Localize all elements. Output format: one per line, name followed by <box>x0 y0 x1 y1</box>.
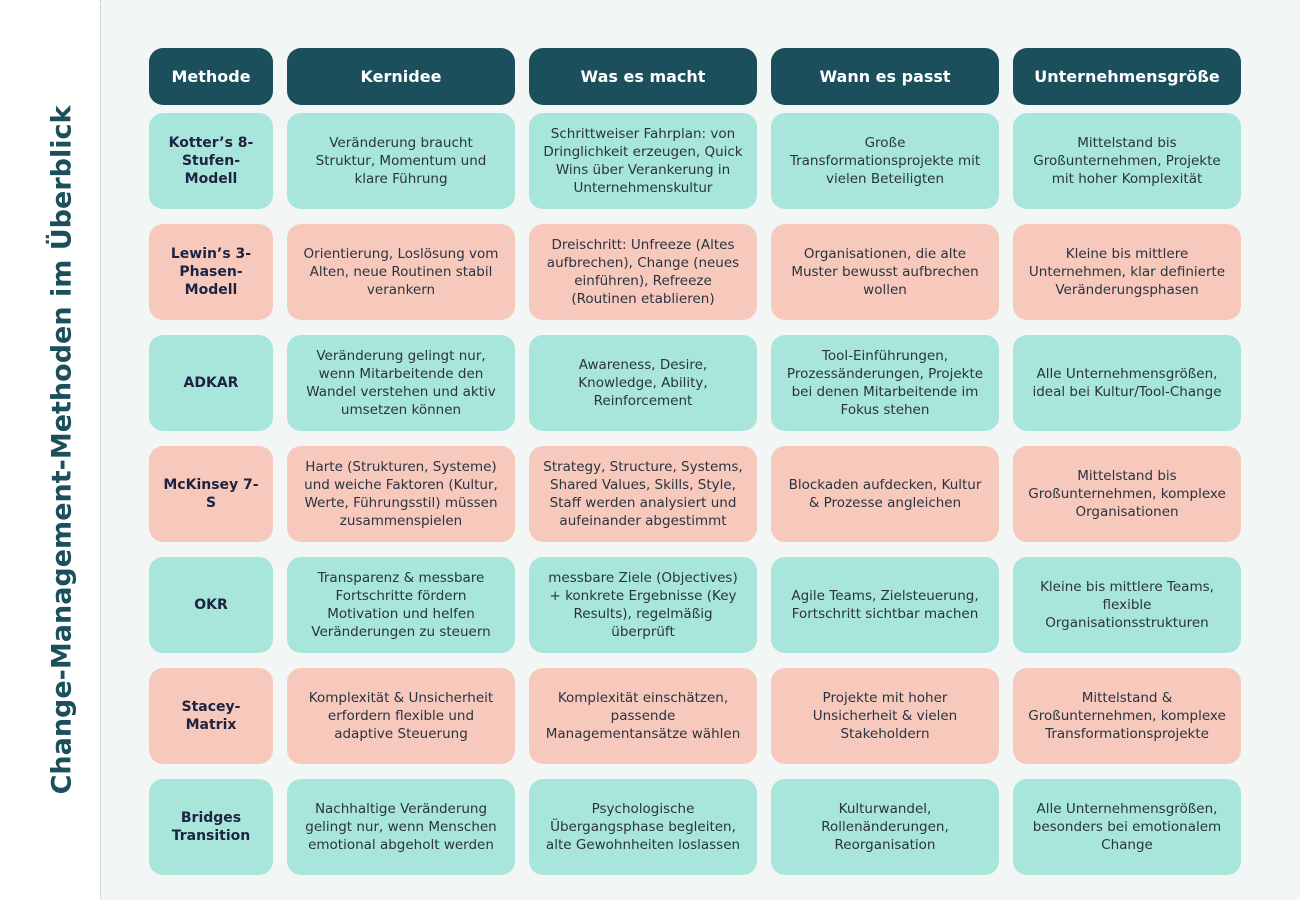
table-cell: Komplexität einschätzen, passende Manage… <box>529 668 757 764</box>
table-cell: Organisationen, die alte Muster bewusst … <box>771 224 999 320</box>
table-cell: Veränderung braucht Struktur, Momentum u… <box>287 113 515 209</box>
table-cell: Transparenz & messbare Fortschritte förd… <box>287 557 515 653</box>
table-cell: Komplexität & Unsicherheit erfordern fle… <box>287 668 515 764</box>
method-cell: McKinsey 7-S <box>149 446 273 542</box>
table-cell: Alle Unternehmensgrößen, ideal bei Kultu… <box>1013 335 1241 431</box>
header-cell: Was es macht <box>529 48 757 105</box>
table-cell: Große Transformationsprojekte mit vielen… <box>771 113 999 209</box>
table-cell: Strategy, Structure, Systems, Shared Val… <box>529 446 757 542</box>
table-cell: Schrittweiser Fahrplan: von Dringlichkei… <box>529 113 757 209</box>
table-cell: Alle Unternehmensgrößen, besonders bei e… <box>1013 779 1241 875</box>
method-cell: OKR <box>149 557 273 653</box>
table-cell: Mittelstand & Großunternehmen, komplexe … <box>1013 668 1241 764</box>
method-cell: ADKAR <box>149 335 273 431</box>
table-cell: Kulturwandel, Rollenänderungen, Reorgani… <box>771 779 999 875</box>
table-cell: Mittelstand bis Großunternehmen, Projekt… <box>1013 113 1241 209</box>
table-cell: Kleine bis mittlere Unternehmen, klar de… <box>1013 224 1241 320</box>
method-cell: Lewin’s 3-Phasen-Modell <box>149 224 273 320</box>
method-cell: Stacey-Matrix <box>149 668 273 764</box>
table-cell: Blockaden aufdecken, Kultur & Prozesse a… <box>771 446 999 542</box>
table-cell: Nachhaltige Veränderung gelingt nur, wen… <box>287 779 515 875</box>
table-cell: Awareness, Desire, Knowledge, Ability, R… <box>529 335 757 431</box>
table-cell: Orientierung, Loslösung vom Alten, neue … <box>287 224 515 320</box>
table-cell: Tool-Einführungen, Prozessänderungen, Pr… <box>771 335 999 431</box>
table-cell: Harte (Strukturen, Systeme) und weiche F… <box>287 446 515 542</box>
table-cell: Veränderung gelingt nur, wenn Mitarbeite… <box>287 335 515 431</box>
table-cell: Psychologische Übergangsphase begleiten,… <box>529 779 757 875</box>
header-cell: Methode <box>149 48 273 105</box>
header-cell: Unternehmensgröße <box>1013 48 1241 105</box>
table-cell: Mittelstand bis Großunternehmen, komplex… <box>1013 446 1241 542</box>
table-cell: Projekte mit hoher Unsicherheit & vielen… <box>771 668 999 764</box>
table-cell: Kleine bis mittlere Teams, flexible Orga… <box>1013 557 1241 653</box>
table-cell: messbare Ziele (Objectives) + konkrete E… <box>529 557 757 653</box>
table-cell: Agile Teams, Zielsteuerung, Fortschritt … <box>771 557 999 653</box>
header-cell: Kernidee <box>287 48 515 105</box>
header-cell: Wann es passt <box>771 48 999 105</box>
table-cell: Dreischritt: Unfreeze (Altes aufbrechen)… <box>529 224 757 320</box>
method-cell: Bridges Transition <box>149 779 273 875</box>
method-cell: Kotter’s 8-Stufen-Modell <box>149 113 273 209</box>
page-title: Change-Management-Methoden im Überblick <box>46 105 78 795</box>
